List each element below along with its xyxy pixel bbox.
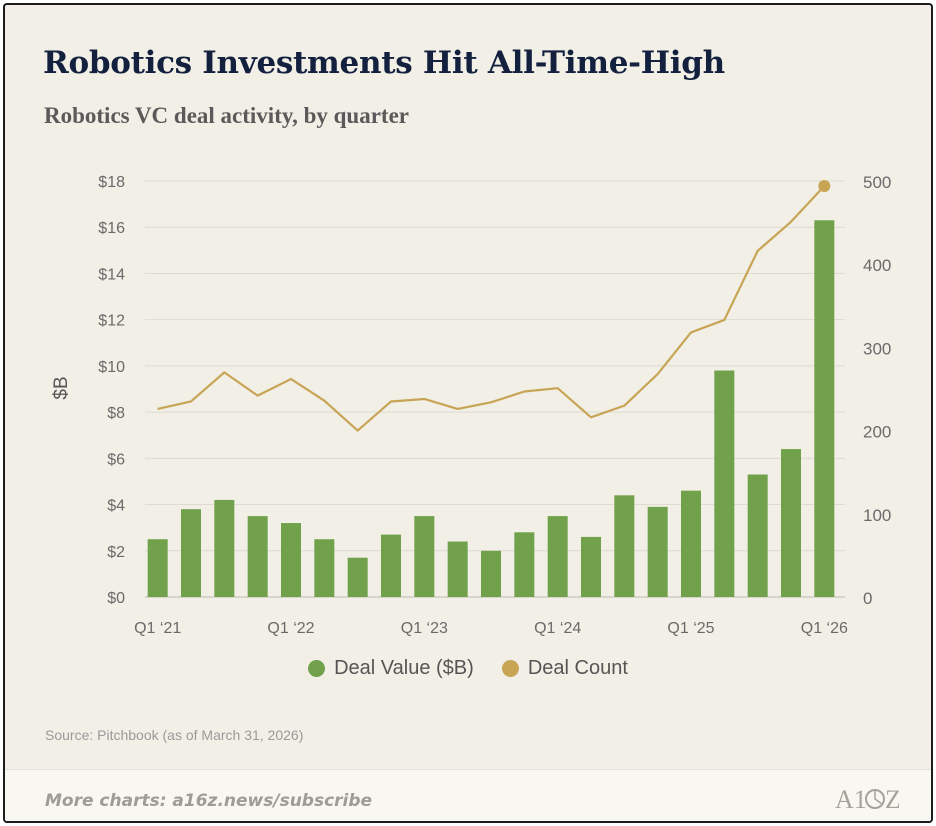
legend-swatch-deal-count: [501, 660, 519, 677]
x-tick-label: Q1 ‘22: [267, 620, 314, 637]
bar-deal-value: [381, 534, 401, 597]
line-deal-count: [157, 185, 826, 432]
bar-deal-value: [281, 523, 301, 597]
y2-tick-label: 0: [863, 589, 872, 608]
bar-deal-value: [247, 516, 268, 597]
y-tick-label: $6: [107, 451, 125, 468]
bar-deal-value: [714, 370, 735, 597]
y-tick-label: $4: [107, 498, 125, 515]
bar-deal-value: [214, 499, 235, 597]
combo-chart: $0 $2 $4 $6 $8 $10 $12 $14 $16 $18 0 100 200 300 400 50…: [51, 173, 891, 637]
bar-series: [147, 220, 835, 598]
bar-deal-value: [514, 532, 535, 597]
y2-tick-label: 500: [863, 173, 891, 192]
bar-deal-value: [147, 539, 168, 597]
y-tick-label: $12: [98, 313, 125, 330]
x-tick-label: Q1 ‘25: [667, 620, 714, 637]
axis-labels: $0 $2 $4 $6 $8 $10 $12 $14 $16 $18 0 100 200 300 400 50…: [51, 173, 891, 637]
legend: Deal Value ($B) Deal Count: [5, 657, 931, 680]
footer-bar: More charts: a16z.news/subscribe A1 Z: [5, 769, 931, 821]
svg-text:A1: A1: [835, 785, 867, 814]
bar-deal-value: [547, 516, 568, 597]
legend-label-deal-value: Deal Value ($B): [334, 657, 474, 679]
bar-deal-value: [481, 550, 501, 597]
bar-deal-value: [314, 539, 335, 597]
chart-title: Robotics Investments Hit All-Time-High: [43, 45, 725, 81]
y2-tick-label: 400: [863, 256, 891, 275]
x-tick-label: Q1 ‘26: [801, 620, 848, 637]
y-tick-label: $14: [98, 266, 125, 283]
point-deal-count-last: [818, 179, 831, 192]
bar-deal-value: [414, 516, 435, 597]
bar-deal-value: [581, 536, 601, 597]
legend-item-deal-count: Deal Count: [501, 657, 628, 680]
line-series: [157, 179, 831, 432]
bar-deal-value: [681, 490, 701, 597]
y-tick-label: $10: [98, 359, 125, 376]
legend-swatch-deal-value: [308, 660, 326, 677]
svg-text:Z: Z: [885, 785, 899, 814]
a16z-logo-icon: A1 Z: [835, 785, 899, 814]
bar-deal-value: [747, 474, 768, 597]
bar-deal-value: [614, 495, 635, 597]
x-tick-label: Q1 ‘21: [134, 620, 181, 637]
legend-label-deal-count: Deal Count: [527, 657, 628, 679]
y-tick-label: $0: [107, 590, 125, 607]
source-note: Source: Pitchbook (as of March 31, 2026): [45, 727, 304, 743]
bar-deal-value: [814, 220, 835, 598]
bar-deal-value: [181, 509, 201, 597]
chart-card: Robotics Investments Hit All-Time-High R…: [3, 3, 933, 823]
bar-deal-value: [781, 449, 801, 597]
legend-item-deal-value: Deal Value ($B): [308, 657, 474, 680]
y-tick-label: $16: [98, 220, 125, 237]
bar-deal-value: [347, 557, 368, 597]
x-tick-label: Q1 ‘23: [401, 620, 448, 637]
x-tick-label: Q1 ‘24: [534, 620, 581, 637]
subscribe-link[interactable]: More charts: a16z.news/subscribe: [45, 791, 373, 811]
y-tick-label: $18: [98, 174, 125, 191]
y2-tick-label: 300: [863, 339, 891, 358]
y2-tick-label: 100: [863, 506, 891, 525]
y-tick-label: $8: [107, 405, 125, 422]
chart-subtitle: Robotics VC deal activity, by quarter: [44, 103, 410, 128]
bar-deal-value: [647, 506, 668, 597]
y-axis-label: $B: [51, 376, 72, 399]
bar-deal-value: [447, 541, 468, 597]
y-tick-label: $2: [107, 544, 125, 561]
y2-tick-label: 200: [863, 423, 891, 442]
